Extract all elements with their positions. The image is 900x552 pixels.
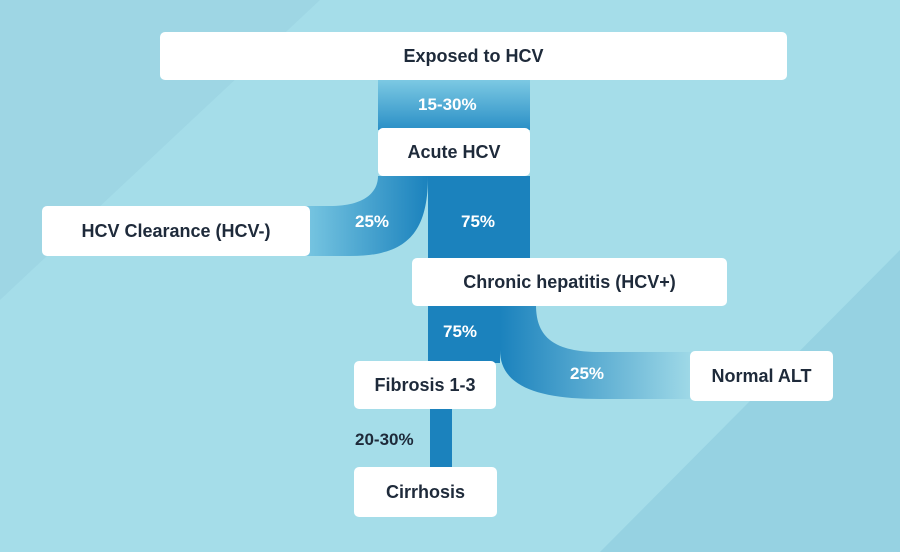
flow-label-chronic-to-fibrosis: 75% xyxy=(443,322,478,341)
node-acute: Acute HCV xyxy=(378,128,530,176)
node-clearance: HCV Clearance (HCV-) xyxy=(42,206,310,256)
flow-label-fibrosis-to-cirrhosis: 20-30% xyxy=(355,430,414,449)
node-chronic: Chronic hepatitis (HCV+) xyxy=(412,258,727,306)
flow-exposed-to-acute xyxy=(378,80,530,130)
flow-label-acute-to-clearance: 25% xyxy=(355,212,390,231)
background-stripe xyxy=(600,250,900,552)
flow-fibrosis-to-cirrhosis xyxy=(430,409,452,469)
flow-acute-to-chronic xyxy=(428,176,530,264)
flow-acute-to-clearance xyxy=(300,176,428,256)
node-cirrhosis: Cirrhosis xyxy=(354,467,497,517)
node-exposed: Exposed to HCV xyxy=(160,32,787,80)
flow-label-chronic-to-normal-alt: 25% xyxy=(570,364,605,383)
flow-label-acute-to-chronic: 75% xyxy=(461,212,496,231)
flow-label-exposed-to-acute: 15-30% xyxy=(418,95,477,114)
flow-chronic-to-normal-alt xyxy=(500,305,700,399)
node-fibrosis: Fibrosis 1-3 xyxy=(354,361,496,409)
flow-chronic-to-fibrosis xyxy=(428,305,500,363)
node-normal-alt: Normal ALT xyxy=(690,351,833,401)
